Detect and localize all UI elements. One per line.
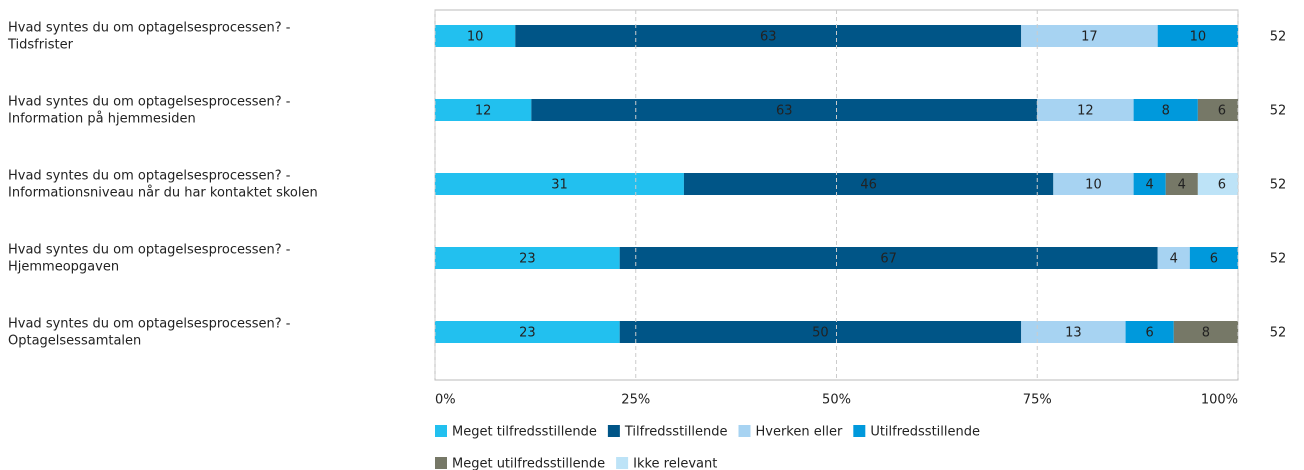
category-label: Optagelsessamtalen	[8, 334, 141, 349]
legend-item: Ikke relevant	[616, 457, 717, 470]
bar-segment	[1125, 321, 1174, 343]
bar-segment	[1021, 321, 1126, 343]
legend-item: Meget tilfredsstillende	[435, 425, 597, 440]
legend-label: Utilfredsstillende	[870, 425, 980, 440]
value-label: 6	[1210, 252, 1218, 267]
bar-segment	[1157, 247, 1190, 269]
legend-swatch	[738, 425, 751, 437]
bar-segment	[619, 247, 1158, 269]
x-tick-label: 75%	[1023, 393, 1052, 408]
category-label: Hvad syntes du om optagelsesprocessen? -	[8, 169, 291, 184]
legend-label: Meget tilfredsstillende	[452, 425, 597, 440]
value-label: 12	[1077, 104, 1094, 119]
legend-item: Tilfredsstillende	[607, 425, 728, 440]
category-label: Hvad syntes du om optagelsesprocessen? -	[8, 317, 291, 332]
legend-label: Hverken eller	[756, 425, 843, 440]
legend-swatch	[616, 457, 629, 469]
bar-segment	[1197, 173, 1238, 195]
count-label: 52	[1270, 252, 1287, 267]
x-tick-label: 0%	[435, 393, 456, 408]
bar-segment	[1133, 173, 1166, 195]
value-label: 46	[860, 178, 877, 193]
category-label: Informationsniveau når du har kontaktet …	[8, 186, 318, 201]
count-label: 52	[1270, 30, 1287, 45]
bar-segment	[435, 99, 532, 121]
value-label: 23	[519, 252, 536, 267]
legend-item: Utilfredsstillende	[853, 425, 980, 440]
category-label: Hjemmeopgaven	[8, 260, 119, 275]
x-tick-label: 25%	[621, 393, 650, 408]
value-label: 63	[760, 30, 777, 45]
bar-segment	[435, 173, 684, 195]
category-label: Hvad syntes du om optagelsesprocessen? -	[8, 21, 291, 36]
value-label: 31	[551, 178, 568, 193]
bar-segment	[1053, 173, 1134, 195]
value-label: 6	[1218, 104, 1226, 119]
category-label: Information på hjemmesiden	[8, 112, 196, 127]
legend-swatch	[607, 425, 620, 437]
legend-swatch	[435, 425, 447, 437]
value-label: 6	[1218, 178, 1226, 193]
value-label: 50	[812, 326, 829, 341]
value-label: 4	[1178, 178, 1186, 193]
legend-label: Tilfredsstillende	[624, 425, 728, 440]
bar-segment	[1197, 99, 1238, 121]
bar-segment	[1189, 247, 1238, 269]
value-label: 10	[1190, 30, 1207, 45]
bar-segment	[1165, 173, 1198, 195]
value-label: 6	[1146, 326, 1154, 341]
bar-segment	[1133, 99, 1198, 121]
value-label: 4	[1146, 178, 1154, 193]
category-label: Hvad syntes du om optagelsesprocessen? -	[8, 243, 291, 258]
value-label: 63	[776, 104, 793, 119]
value-label: 13	[1065, 326, 1082, 341]
bar-segment	[1037, 99, 1134, 121]
bar-segment	[1021, 25, 1158, 47]
value-label: 8	[1162, 104, 1170, 119]
bar-segment	[435, 25, 516, 47]
bar-segment	[683, 173, 1054, 195]
x-tick-label: 100%	[1201, 393, 1238, 408]
bar-segment	[531, 99, 1038, 121]
bar-segment	[619, 321, 1022, 343]
value-label: 8	[1202, 326, 1210, 341]
value-label: 23	[519, 326, 536, 341]
value-label: 67	[880, 252, 897, 267]
category-label: Tidsfrister	[7, 38, 74, 53]
value-label: 17	[1081, 30, 1098, 45]
legend-swatch	[853, 425, 866, 437]
count-label: 52	[1270, 178, 1287, 193]
count-label: 52	[1270, 326, 1287, 341]
bar-segment	[515, 25, 1022, 47]
value-label: 10	[467, 30, 484, 45]
bar-segment	[435, 247, 620, 269]
legend-label: Meget utilfredsstillende	[452, 457, 605, 470]
x-tick-label: 50%	[822, 393, 851, 408]
legend-item: Hverken eller	[738, 425, 843, 440]
legend-swatch	[435, 457, 447, 469]
bar-segment	[1173, 321, 1238, 343]
legend-item: Meget utilfredsstillende	[435, 457, 605, 470]
count-label: 52	[1270, 104, 1287, 119]
value-label: 12	[475, 104, 492, 119]
category-label: Hvad syntes du om optagelsesprocessen? -	[8, 95, 291, 110]
value-label: 4	[1170, 252, 1178, 267]
bar-segment	[1157, 25, 1238, 47]
bar-segment	[435, 321, 620, 343]
legend-label: Ikke relevant	[633, 457, 717, 470]
value-label: 10	[1085, 178, 1102, 193]
